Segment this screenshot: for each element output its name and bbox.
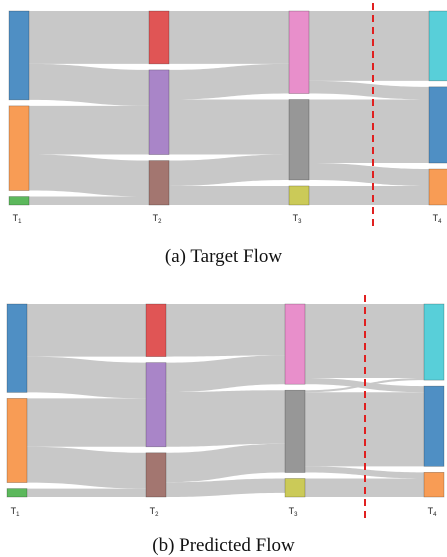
node-red (148, 10, 170, 65)
node-green (8, 196, 30, 206)
flow-link (309, 163, 429, 186)
stage-label: T1 (11, 506, 21, 518)
flow-link (305, 466, 424, 479)
stage-label: T4 (433, 213, 443, 225)
predicted-flow-caption: (b) Predicted Flow (152, 535, 295, 556)
flow-link (309, 185, 429, 205)
flow-link (169, 63, 289, 100)
node-olive (288, 185, 310, 206)
flow-link (27, 304, 146, 357)
node-cyan (423, 303, 445, 381)
flow-link (166, 443, 285, 483)
node-pink (288, 10, 310, 94)
node-cyan (428, 10, 447, 82)
node-blue (423, 385, 445, 467)
flow-link (29, 154, 149, 197)
flow-link (29, 11, 149, 64)
flow-link (29, 105, 149, 155)
flow-link (166, 478, 285, 497)
flow-link (29, 196, 149, 205)
flow-link (27, 356, 146, 399)
flow-link (27, 398, 146, 447)
node-blue (8, 10, 30, 101)
stage-label: T3 (289, 506, 299, 518)
flow-link (166, 390, 285, 447)
flow-link (169, 99, 289, 155)
flow-layer (27, 304, 424, 497)
flow-layer (29, 11, 429, 205)
node-red (145, 303, 167, 357)
stage-label: T4 (428, 506, 438, 518)
node-blue (428, 86, 447, 164)
stage-label: T1 (13, 213, 23, 225)
node-gray (288, 99, 310, 181)
predicted-flow-panel: T1 T2 T3 T4 (6, 295, 445, 518)
node-purple (145, 362, 167, 448)
target-flow-panel: T1 T2 T3 T4 (8, 3, 447, 227)
flow-link (309, 80, 429, 100)
flow-link (309, 99, 429, 164)
flow-link (169, 154, 289, 186)
stage-label: T3 (293, 213, 303, 225)
stage-label: T2 (150, 506, 160, 518)
node-orange (6, 398, 28, 483)
node-blue (6, 303, 28, 393)
flow-link (27, 488, 146, 497)
node-olive (284, 478, 306, 498)
node-orange (428, 168, 447, 206)
flow-link (305, 304, 424, 379)
stage-label: T2 (153, 213, 163, 225)
flow-link (166, 355, 285, 393)
node-orange (423, 472, 445, 498)
flow-link (169, 11, 289, 64)
node-pink (284, 303, 306, 385)
node-brown (145, 452, 167, 498)
target-flow-caption: (a) Target Flow (165, 246, 282, 267)
node-brown (148, 160, 170, 206)
flow-link (166, 304, 285, 357)
flow-link (29, 63, 149, 106)
node-green (6, 488, 28, 498)
node-purple (148, 69, 170, 155)
flow-link (169, 185, 289, 205)
node-gray (284, 389, 306, 473)
node-orange (8, 105, 30, 191)
flow-link (309, 11, 429, 81)
flow-link (27, 446, 146, 489)
